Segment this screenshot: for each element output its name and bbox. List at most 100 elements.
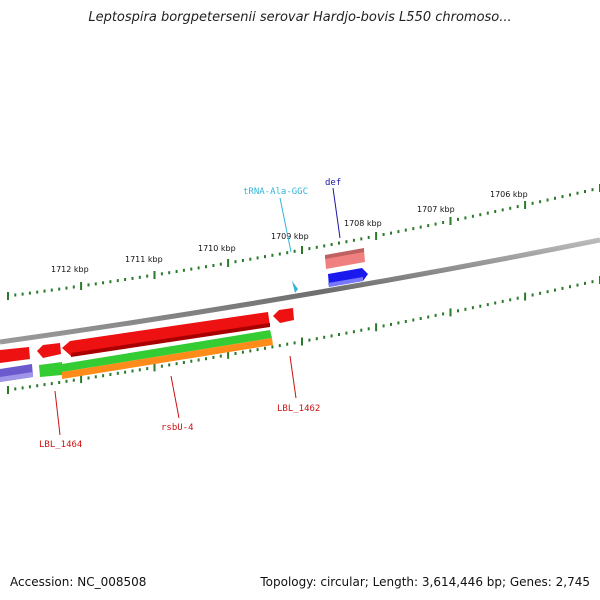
feature-red-small[interactable] [37,343,61,358]
inner-track-minor-tick [219,354,222,358]
leader-trna [279,197,292,253]
inner-track-minor-tick [382,324,385,328]
inner-track-minor-tick [509,298,512,302]
feature-green-left[interactable] [39,362,62,377]
outer-track-major-tick [301,246,303,254]
outer-track-minor-tick [264,255,266,259]
outer-track-minor-tick [72,285,75,289]
inner-track-minor-tick [554,288,556,292]
inner-track-minor-tick [315,337,318,341]
inner-track-minor-tick [205,357,207,361]
outer-track-minor-tick [234,260,237,264]
outer-track-minor-tick [367,235,370,239]
outer-track-minor-tick [412,227,415,231]
feature-red-left[interactable] [0,347,30,363]
outer-track-major-tick [524,201,527,209]
inner-track-minor-tick [539,291,542,295]
inner-track-minor-tick [14,387,17,391]
gene-label-trna-ala-ggc[interactable]: tRNA-Ala-GGC [243,187,308,197]
outer-track-minor-tick [190,267,193,271]
inner-track-minor-tick [241,350,244,354]
feature-def-shadow-top [325,248,364,259]
tick-label-1712: 1712 kbp [51,265,89,274]
inner-track-minor-tick [569,285,571,289]
outer-track-minor-tick [494,210,497,213]
inner-track-minor-tick [464,307,467,311]
inner-track-major-tick [153,363,156,372]
inner-track-minor-tick [36,384,39,388]
inner-track-minor-tick [531,293,534,297]
outer-track-minor-tick [58,287,61,291]
inner-track-minor-tick [308,338,311,342]
inner-track-minor-tick [212,355,215,359]
inner-track-minor-tick [576,283,579,287]
outer-track-minor-tick [168,271,171,275]
tick-label-1706: 1706 kbp [490,190,528,199]
outer-track-minor-tick [94,282,97,286]
outer-track-minor-tick [554,196,556,200]
inner-track-minor-tick [264,346,266,350]
inner-track-minor-tick [168,363,171,367]
inner-track-minor-tick [360,328,363,332]
outer-track-minor-tick [36,290,39,294]
chromosome-backbone [0,237,600,345]
map-title: Leptospira borgpetersenii serovar Hardjo… [88,10,512,25]
inner-track-minor-tick [323,335,326,339]
gene-label-lbl-1464[interactable]: LBL_1464 [39,440,82,450]
feature-red-long-shadow [71,323,270,357]
leader-rsbu-4 [170,375,180,419]
feature-orange[interactable] [62,338,273,379]
outer-track-minor-tick [486,211,489,215]
inner-track-minor-tick [124,370,127,374]
inner-track-minor-tick [338,333,340,336]
inner-track-minor-tick [501,299,504,303]
outer-track-minor-tick [479,213,482,217]
gene-label-lbl-1462[interactable]: LBL_1462 [277,404,320,414]
tick-label-1711: 1711 kbp [125,255,163,264]
inner-track-major-tick [80,375,83,384]
inner-track-minor-tick [21,386,24,390]
inner-track-minor-tick [486,303,489,307]
outer-track-minor-tick [43,289,46,293]
outer-track-minor-tick [464,216,467,220]
outer-track-minor-tick [205,265,207,269]
inner-track-minor-tick [197,358,200,362]
inner-track-minor-tick [131,369,134,373]
leader-def [332,187,341,239]
inner-track-minor-tick [256,348,259,352]
outer-track-minor-tick [569,193,571,197]
outer-track-minor-tick [278,252,281,256]
inner-track-minor-tick [442,312,445,316]
outer-track-minor-tick [160,272,163,276]
outer-track-minor-tick [546,198,549,202]
inner-track-minor-tick [419,317,422,320]
feature-red-long[interactable] [62,312,270,356]
outer-track-minor-tick [138,275,141,279]
outer-track-minor-tick [293,249,296,253]
outer-track-minor-tick [345,240,348,244]
feature-rsbu-4-green[interactable] [62,330,272,372]
outer-track-minor-tick [330,243,333,246]
inner-track-minor-tick [109,373,112,376]
inner-track-minor-tick [345,331,348,335]
feature-trna-ala-ggc[interactable] [292,281,298,293]
feature-purple-left-highlight [0,372,33,382]
outer-track-minor-tick [338,241,340,245]
tick-label-1707: 1707 kbp [417,205,455,214]
outer-track-minor-tick [397,230,400,234]
inner-track-minor-tick [146,367,149,371]
inner-track-minor-tick [352,330,355,334]
feature-lbl-1462[interactable] [273,308,294,323]
leader-lbl-1462 [289,355,297,399]
feature-def-shadow[interactable] [325,250,365,269]
gene-label-def[interactable]: def [325,178,341,188]
outer-track-minor-tick [516,205,519,209]
outer-track-minor-tick [249,257,252,261]
outer-track-minor-tick [87,283,90,287]
inner-track-minor-tick [561,286,564,290]
outer-track-minor-tick [271,253,274,257]
gene-label-rsbu-4[interactable]: rsbU-4 [161,423,194,433]
inner-track-minor-tick [397,321,400,325]
inner-track-minor-tick [427,315,430,319]
